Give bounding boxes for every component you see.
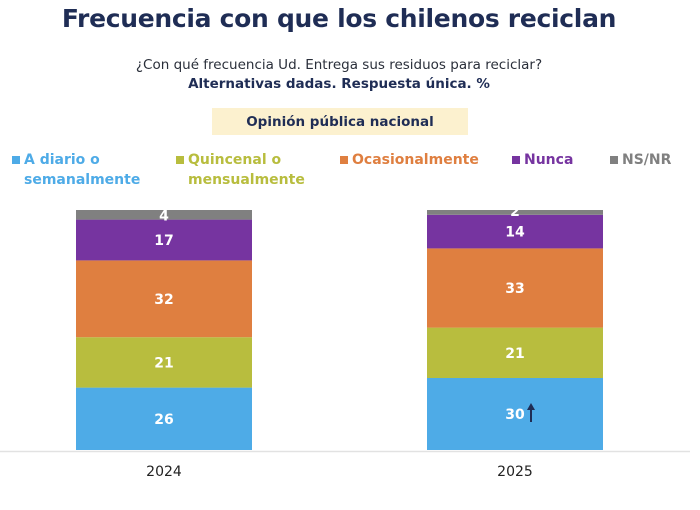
data-label: 17 bbox=[154, 233, 173, 249]
bar-segment bbox=[76, 337, 252, 388]
legend-label: A diario o semanalmente bbox=[24, 152, 141, 188]
legend-swatch bbox=[176, 156, 184, 164]
data-label: 21 bbox=[154, 355, 173, 371]
data-label: 26 bbox=[154, 412, 173, 428]
data-label: 2 bbox=[510, 204, 520, 220]
bar-segment bbox=[76, 260, 252, 338]
survey-question: ¿Con qué frecuencia Ud. Entrega sus resi… bbox=[135, 57, 543, 73]
data-label: 14 bbox=[505, 225, 525, 241]
legend-swatch bbox=[12, 156, 20, 164]
legend-label: NS/NR bbox=[622, 152, 672, 168]
bar-segment bbox=[427, 378, 603, 450]
legend-item: Nunca bbox=[512, 150, 573, 170]
chart-subtitle: Alternativas dadas. Respuesta única. % bbox=[188, 76, 490, 92]
bar-segment bbox=[427, 327, 603, 378]
legend-item: Ocasionalmente bbox=[340, 150, 479, 170]
legend-swatch bbox=[610, 156, 618, 164]
scope-label: Opinión pública nacional bbox=[212, 108, 468, 135]
legend-swatch bbox=[340, 156, 348, 164]
bar-segment bbox=[427, 248, 603, 328]
bar-segment bbox=[76, 219, 252, 261]
bar-segment bbox=[427, 214, 603, 249]
data-label: 21 bbox=[505, 346, 524, 362]
legend-item: A diario o semanalmente bbox=[12, 150, 140, 190]
bar-segment bbox=[76, 210, 252, 220]
legend-item: NS/NR bbox=[610, 150, 671, 170]
up-arrow-icon bbox=[527, 403, 535, 422]
legend-swatch bbox=[512, 156, 520, 164]
data-label: 32 bbox=[154, 292, 173, 308]
x-tick-label: 2025 bbox=[497, 464, 533, 480]
scope-label-text: Opinión pública nacional bbox=[246, 113, 434, 130]
data-label: 4 bbox=[159, 209, 169, 225]
legend-label: Ocasionalmente bbox=[352, 152, 479, 168]
data-label: 33 bbox=[505, 281, 524, 297]
bar-segment bbox=[427, 210, 603, 215]
bar-segment bbox=[76, 387, 252, 450]
legend-item: Quincenal o mensualmente bbox=[176, 150, 305, 190]
chart-title: Frecuencia con que los chilenos reciclan bbox=[61, 4, 617, 33]
legend-label: Nunca bbox=[524, 152, 574, 168]
data-label: 30 bbox=[505, 407, 525, 423]
legend-label: Quincenal o mensualmente bbox=[188, 152, 305, 188]
x-tick-label: 2024 bbox=[146, 464, 182, 480]
